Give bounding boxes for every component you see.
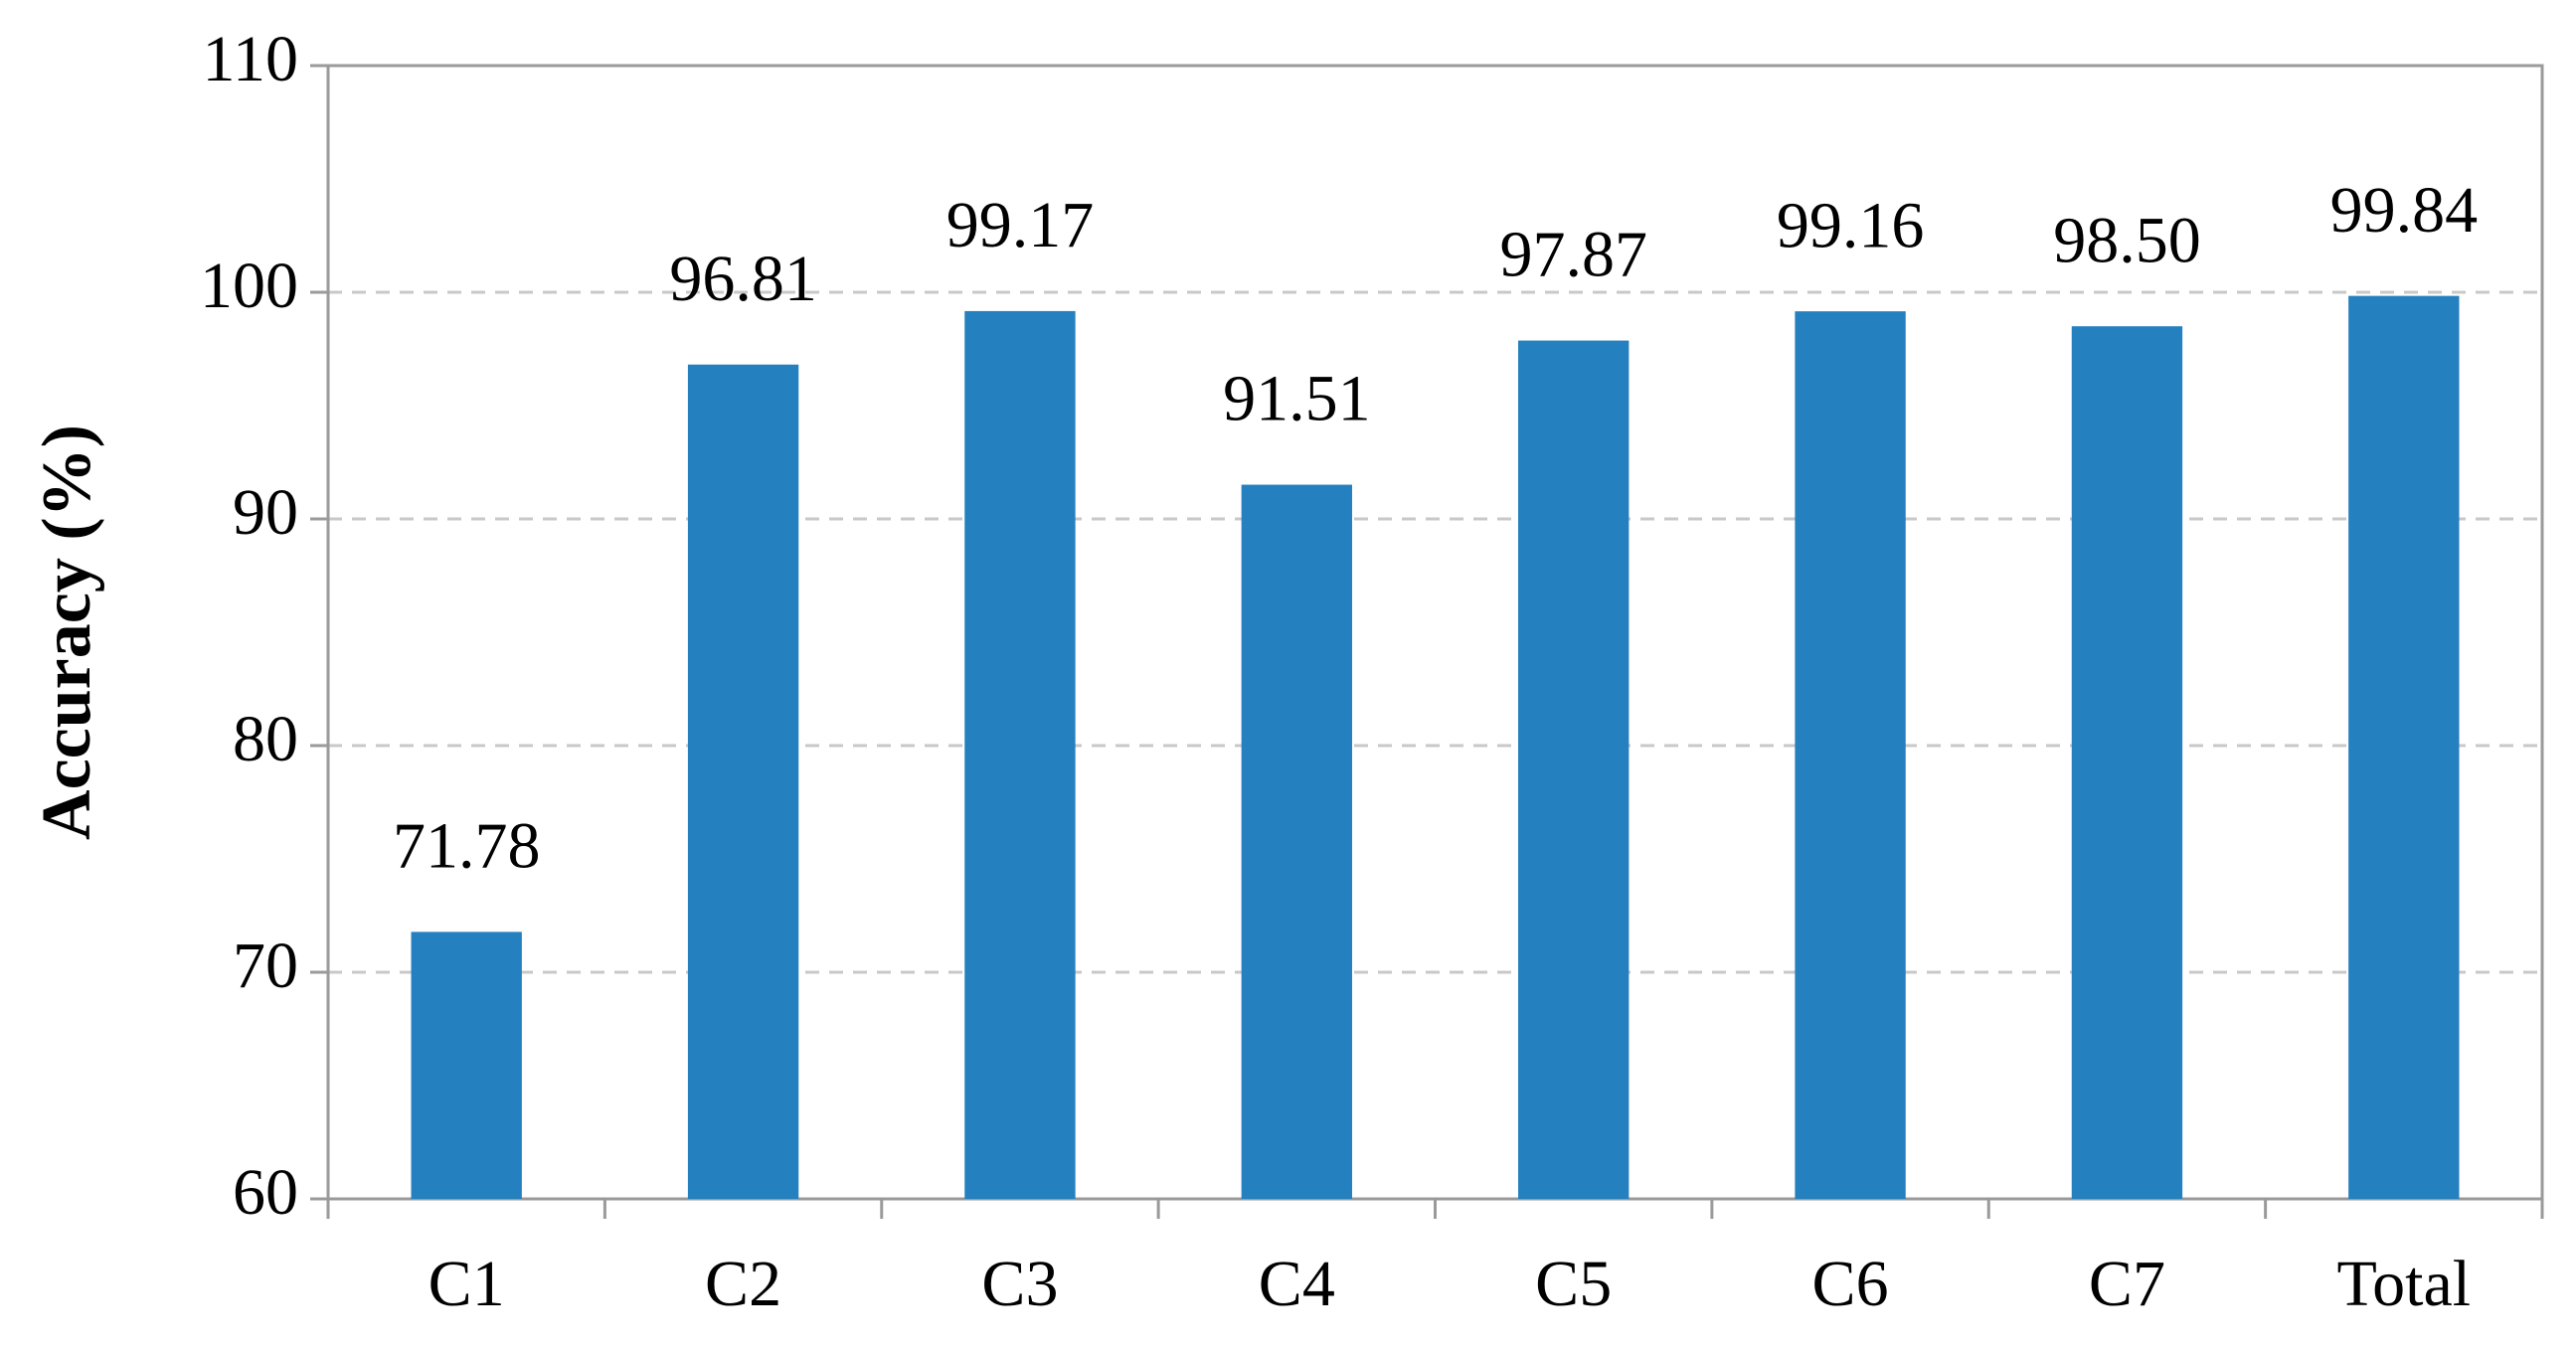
- value-label: 98.50: [2053, 204, 2201, 276]
- y-tick-label: 60: [233, 1156, 298, 1229]
- y-tick-label: 90: [233, 476, 298, 549]
- x-tick-label: C4: [1259, 1248, 1335, 1320]
- x-tick-label: C2: [705, 1248, 781, 1320]
- bar: [411, 931, 522, 1199]
- bar: [2348, 295, 2460, 1199]
- x-tick-label: C6: [1812, 1248, 1889, 1320]
- bar: [964, 310, 1076, 1199]
- x-tick-label: C1: [429, 1248, 505, 1320]
- value-label: 96.81: [669, 243, 817, 315]
- value-label: 97.87: [1499, 219, 1647, 291]
- y-tick-label: 110: [202, 23, 298, 95]
- value-label: 99.84: [2330, 174, 2479, 247]
- value-label: 71.78: [393, 810, 541, 883]
- y-tick-label: 80: [233, 703, 298, 775]
- x-tick-label: C5: [1535, 1248, 1612, 1320]
- bar: [1795, 311, 1906, 1200]
- x-tick-label: C3: [981, 1248, 1058, 1320]
- bar: [1241, 484, 1352, 1199]
- y-axis-label: Accuracy (%): [29, 424, 105, 840]
- bar: [687, 364, 799, 1199]
- bar: [2071, 326, 2183, 1199]
- y-tick-label: 100: [200, 250, 298, 322]
- x-tick-label: Total: [2336, 1248, 2471, 1320]
- bar: [1518, 340, 1630, 1200]
- y-tick-label: 70: [233, 929, 298, 1002]
- x-tick-label: C7: [2089, 1248, 2165, 1320]
- value-label: 99.16: [1777, 189, 1925, 261]
- value-label: 99.17: [946, 189, 1095, 261]
- value-label: 91.51: [1223, 363, 1371, 435]
